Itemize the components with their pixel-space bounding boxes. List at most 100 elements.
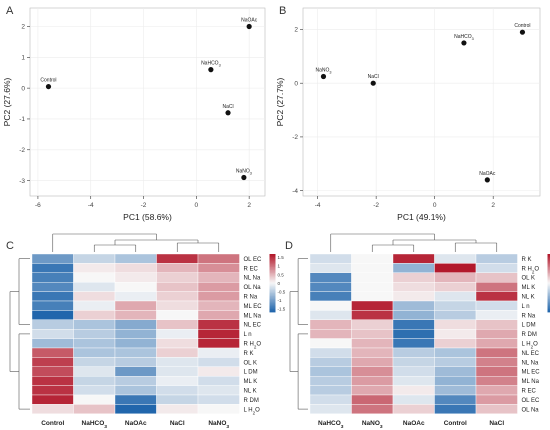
- legend-swatch: [547, 290, 550, 293]
- row-label: R H2O: [522, 266, 540, 274]
- legend-tick-label: -1.5: [278, 306, 286, 311]
- row-label: ML EC: [244, 304, 263, 310]
- legend-swatch: [547, 284, 550, 287]
- heatmap-cell: [392, 310, 435, 320]
- row-label: L DM: [522, 323, 536, 329]
- legend-swatch: [269, 255, 276, 258]
- y-tick-label: -3: [19, 178, 25, 185]
- heatmap-cell: [156, 385, 199, 396]
- heatmap-cell: [475, 385, 518, 396]
- legend-swatch: [269, 281, 276, 284]
- data-point: [370, 80, 376, 86]
- legend-swatch: [547, 277, 550, 280]
- heatmap-cell: [309, 404, 352, 414]
- heatmap-cell: [309, 385, 352, 396]
- heatmap-cell: [309, 272, 352, 283]
- heatmap-cell: [73, 329, 116, 339]
- heatmap-cell: [392, 300, 435, 311]
- row-label: R H2O: [244, 342, 262, 350]
- heatmap-cell: [197, 263, 240, 273]
- legend-swatch: [269, 265, 276, 268]
- heatmap-cell: [73, 404, 116, 414]
- legend-swatch: [269, 310, 276, 313]
- row-label: OL EC: [244, 257, 262, 263]
- row-label: NL K: [244, 389, 257, 395]
- panel-label-a: A: [6, 5, 14, 17]
- heatmap-cell: [73, 338, 116, 349]
- heatmap-cell: [197, 282, 240, 292]
- heatmap-cell: [156, 347, 199, 358]
- heatmap-cell: [156, 253, 199, 264]
- heatmap-cell: [31, 300, 74, 311]
- heatmap-cell: [475, 263, 518, 273]
- plot-area: [29, 7, 266, 197]
- legend-swatch: [269, 264, 276, 266]
- heatmap-cell: [31, 263, 74, 273]
- heatmap-cell: [31, 366, 74, 377]
- heatmap-cell: [114, 366, 157, 377]
- legend-swatch: [269, 269, 276, 272]
- legend-swatch: [547, 283, 550, 285]
- heatmap-cell: [156, 310, 199, 320]
- data-point: [519, 29, 526, 35]
- heatmap-cell: [197, 385, 240, 396]
- heatmap-cell: [434, 291, 477, 302]
- point-label: NaHCO3: [201, 61, 221, 68]
- heatmap-cell: [156, 338, 199, 349]
- heatmap-cell: [197, 300, 240, 311]
- heatmap-cell: [156, 366, 199, 377]
- heatmap-cell: [475, 282, 518, 292]
- legend-swatch: [269, 290, 276, 293]
- row-label: R Na: [522, 313, 536, 319]
- data-point: [225, 110, 231, 116]
- heatmap-cell: [434, 300, 477, 311]
- panel-label-b: B: [279, 5, 286, 17]
- legend-swatch: [547, 294, 550, 297]
- heatmap-cell: [309, 282, 352, 292]
- row-label: R EC: [522, 389, 537, 395]
- legend-swatch: [547, 265, 550, 268]
- heatmap-cell: [197, 338, 240, 349]
- legend-swatch: [269, 297, 276, 300]
- legend-tick-label: 0.5: [278, 272, 285, 277]
- legend-swatch: [547, 281, 550, 284]
- legend-swatch: [269, 258, 276, 261]
- heatmap-cell: [434, 404, 477, 414]
- heatmap-cell: [73, 347, 116, 358]
- heatmap-cell: [392, 376, 435, 386]
- heatmap-cell: [351, 385, 394, 396]
- legend-swatch: [547, 291, 550, 294]
- y-tick-label: -4: [292, 188, 298, 195]
- heatmap-cell: [475, 319, 518, 330]
- x-axis-label: PC1 (49.1%): [397, 212, 446, 222]
- heatmap-cell: [114, 338, 157, 349]
- heatmap-cell: [351, 319, 394, 330]
- heatmap-cell: [197, 347, 240, 358]
- legend-swatch: [547, 254, 550, 256]
- heatmap-cell: [351, 310, 394, 320]
- y-tick-label: 2: [21, 24, 25, 31]
- heatmap-cell: [156, 291, 199, 302]
- heatmap-cell: [309, 338, 352, 349]
- point-label: NaOAc: [479, 171, 496, 177]
- legend-swatch: [269, 262, 276, 265]
- row-label: ML Na: [244, 313, 262, 319]
- x-axis-label: PC1 (58.6%): [123, 212, 172, 222]
- legend-swatch: [269, 294, 276, 297]
- y-tick-label: 0: [21, 85, 25, 92]
- heatmap-cell: [351, 300, 394, 311]
- legend-swatch: [547, 298, 550, 301]
- heatmap-cell: [392, 329, 435, 339]
- legend-swatch: [547, 261, 550, 264]
- heatmap-cell: [197, 272, 240, 283]
- legend-swatch: [547, 275, 550, 278]
- point-label: NaHCO3: [454, 34, 474, 41]
- legend-swatch: [269, 256, 276, 259]
- legend-swatch: [547, 258, 550, 261]
- legend-tick-label: 1: [278, 264, 281, 269]
- heatmap-cell: [475, 404, 518, 414]
- heatmap-cell: [114, 385, 157, 396]
- heatmap-cell: [31, 253, 74, 264]
- row-label: L DM: [244, 370, 258, 376]
- point-label: NaNO3: [236, 169, 252, 176]
